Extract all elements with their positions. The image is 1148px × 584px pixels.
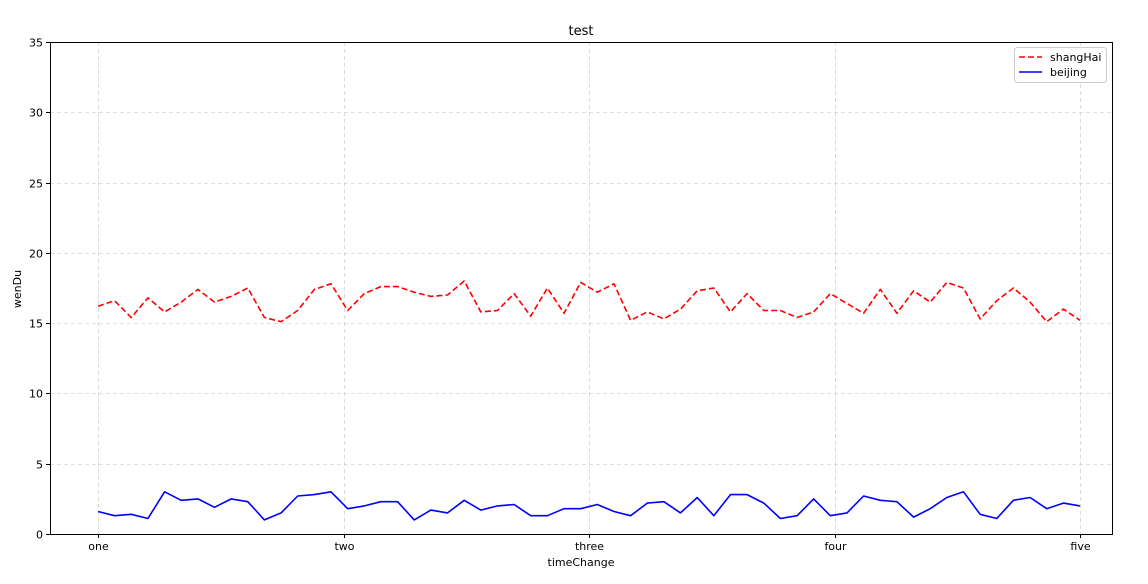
y-tick-label: 25 (29, 178, 43, 191)
series-line-shangHai (97, 280, 1081, 323)
y-tick-label: 30 (29, 107, 43, 120)
grid-lines (50, 42, 1112, 535)
y-axis-label: wenDu (11, 270, 24, 308)
y-tick-label: 15 (29, 318, 43, 331)
x-tick-label: five (1070, 540, 1090, 553)
y-tick-label: 5 (36, 459, 43, 472)
plot-frame (50, 42, 1113, 535)
x-axis-label: timeChange (548, 556, 615, 569)
legend: shangHai beijing (1014, 47, 1107, 83)
y-tick-label: 10 (29, 388, 43, 401)
axis-ticks: 0 5 10 15 20 25 30 35 one two three four five (29, 37, 1091, 554)
chart-title: test (569, 24, 594, 39)
legend-label-beijing: beijing (1050, 66, 1087, 79)
x-tick-label: three (575, 540, 604, 553)
y-tick-label: 20 (29, 248, 43, 261)
x-tick-label: two (334, 540, 354, 553)
legend-label-shangHai: shangHai (1050, 51, 1101, 64)
series-lines (97, 280, 1081, 521)
y-tick-label: 0 (36, 529, 43, 542)
y-tick-label: 35 (29, 37, 43, 50)
x-tick-label: one (88, 540, 109, 553)
series-line-beijing (97, 490, 1081, 521)
x-tick-label: four (824, 540, 847, 553)
